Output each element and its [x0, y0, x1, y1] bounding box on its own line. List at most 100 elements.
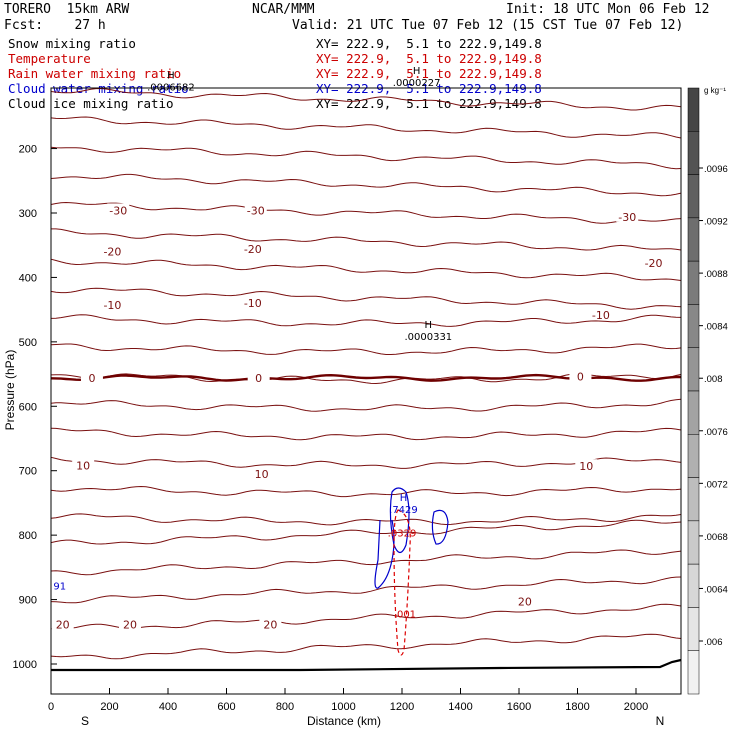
center-label: NCAR/MMM	[252, 2, 315, 17]
maximum-marker: H	[400, 493, 408, 504]
y-tick-label: 600	[19, 401, 37, 413]
x-tick-label: 0	[48, 701, 54, 713]
colorbar-segment	[687, 563, 700, 608]
temperature-contour-line	[50, 146, 682, 170]
temperature-label-background	[569, 369, 592, 382]
colorbar-segment	[687, 520, 700, 565]
y-tick-label: 200	[19, 144, 37, 156]
y-tick-label: 900	[19, 595, 37, 607]
x-tick-label: 1600	[507, 701, 531, 713]
temperature-label-background	[259, 617, 282, 630]
colorbar-tick-label: .0084	[704, 322, 728, 333]
temperature-label-background	[244, 203, 267, 216]
plot-frame	[50, 87, 682, 695]
colorbar-tick-label: .0092	[704, 217, 728, 228]
temperature-contour-line	[50, 343, 682, 355]
temperature-contour-label: 0	[88, 372, 95, 385]
temperature-contour-label: 20	[263, 619, 277, 632]
temperature-label-background	[575, 459, 598, 472]
temperature-contour-line	[50, 513, 682, 526]
colorbar-tick-label: .0096	[704, 164, 728, 175]
colorbar-segment	[687, 347, 700, 392]
temperature-label-background	[513, 594, 536, 607]
temperature-contour-line	[50, 258, 682, 281]
temperature-label-background	[72, 458, 95, 471]
y-axis-title: Pressure (hPa)	[3, 350, 17, 431]
temperature-contour-line	[50, 549, 682, 576]
colorbar-segment	[687, 304, 700, 348]
temperature-contour-line	[50, 201, 682, 224]
temperature-contour-line	[50, 633, 682, 660]
colorbar: .006 .0064 .0068 .0072 .0076 .008 .0084 .0088 .0…	[687, 86, 728, 695]
cloud-water-contour	[431, 509, 449, 545]
terrain-line	[51, 658, 682, 672]
temperature-contour-line	[50, 485, 682, 498]
model-label: TORERO 15km ARW	[4, 2, 130, 17]
colorbar-segment	[687, 390, 700, 435]
init-label: Init: 18 UTC Mon 06 Feb 12	[506, 2, 710, 17]
temperature-contour-line	[50, 116, 682, 139]
rain-water-contour	[393, 509, 411, 656]
temperature-label-background	[80, 370, 103, 383]
temperature-contour-label: -20	[244, 243, 262, 256]
colorbar-unit-label: g kg⁻¹	[704, 86, 726, 95]
colorbar-segment	[687, 477, 700, 522]
temperature-contour-label: -10	[244, 297, 262, 310]
temperature-contour-label: 10	[579, 460, 593, 473]
temperature-label-background	[247, 370, 270, 383]
maximum-value-label: .001	[394, 610, 416, 621]
temperature-contour-line	[50, 87, 682, 111]
colorbar-segment	[687, 217, 700, 262]
temperature-label-background	[101, 244, 124, 257]
field-name-temperature: Temperature	[8, 51, 91, 66]
colorbar-segment	[687, 434, 700, 478]
maximum-marker: H	[425, 320, 433, 331]
moisture-contours	[374, 487, 449, 656]
colorbar-segment	[687, 607, 700, 651]
temperature-contour-line	[50, 603, 682, 630]
temperature-label-background	[250, 466, 273, 479]
temperature-contour-label: -30	[618, 211, 636, 224]
colorbar-segment	[687, 174, 700, 219]
x-tick-label: 600	[217, 701, 235, 713]
y-tick-label: 800	[19, 530, 37, 542]
temperature-contour-line	[50, 427, 682, 441]
temperature-contour-line	[50, 314, 682, 327]
temperature-contour-label: 20	[518, 596, 532, 609]
temperature-label-background	[241, 296, 264, 309]
temperature-label-background	[118, 617, 141, 630]
temperature-contour-label: -20	[103, 246, 121, 259]
maximum-value-label: .7429	[389, 505, 418, 516]
y-tick-label: 700	[19, 466, 37, 478]
x-tick-label: 1200	[390, 701, 414, 713]
colorbar-segment	[687, 260, 700, 305]
temperature-label-background	[589, 307, 612, 320]
cloud-water-contour	[389, 487, 410, 554]
x-tick-label: 800	[276, 701, 294, 713]
temperature-label-background	[107, 203, 130, 216]
x-tick-label: 1000	[331, 701, 355, 713]
colorbar-segment	[687, 650, 700, 695]
colorbar-segment	[687, 87, 700, 132]
field-name-snow: Snow mixing ratio	[8, 36, 136, 51]
field-name-rain: Rain water mixing ratio	[8, 66, 182, 81]
field-xy-rain: XY= 222.9, 5.1 to 222.9,149.8	[316, 66, 542, 81]
colorbar-tick-label: .0068	[704, 532, 728, 543]
maximum-value-label: .0329	[388, 528, 417, 539]
colorbar-tick-label: .0076	[704, 427, 728, 438]
temperature-contour-line	[50, 576, 682, 604]
colorbar-tick-label: .0072	[704, 479, 728, 490]
colorbar-segment	[687, 131, 700, 175]
temperature-contour-label: 10	[255, 468, 269, 481]
temperature-contour-label: -20	[645, 257, 663, 270]
maximum-marker: H	[413, 66, 421, 77]
y-tick-label: 400	[19, 272, 37, 284]
maximum-marker: H	[167, 71, 175, 82]
x-tick-label: 200	[100, 701, 118, 713]
y-axis: 200 300 400 500 600 700 800 900 1000	[13, 144, 57, 671]
forecast-hour-label: Fcst: 27 h	[4, 18, 106, 33]
temperature-label-background	[51, 617, 74, 630]
temperature-label-background	[642, 256, 665, 269]
temperature-contour-label: -10	[103, 299, 121, 312]
x-axis-south-label: S	[81, 714, 89, 728]
